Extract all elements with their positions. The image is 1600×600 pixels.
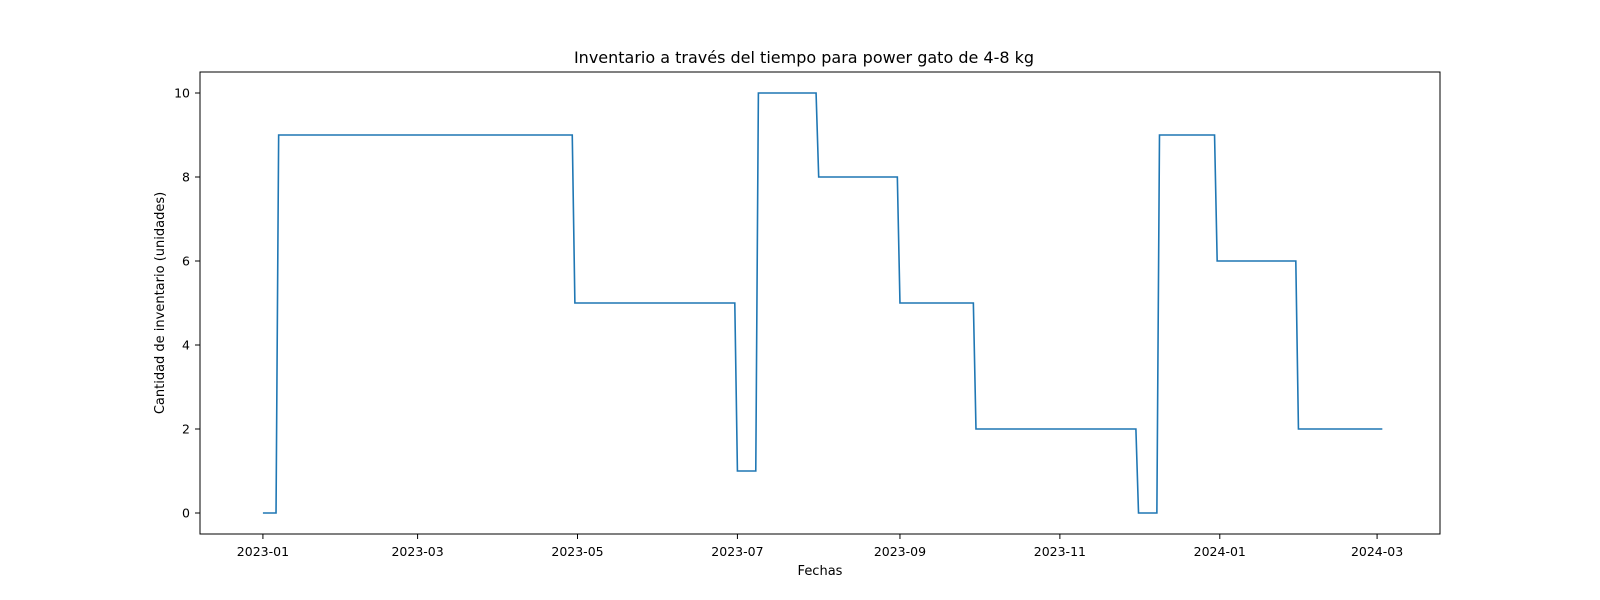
x-tick-label: 2023-07 xyxy=(711,544,763,559)
plot-frame xyxy=(199,71,1441,535)
y-axis-label: Cantidad de inventario (unidades) xyxy=(153,192,168,414)
x-tick-label: 2023-09 xyxy=(874,544,926,559)
y-tick-label: 4 xyxy=(182,338,190,353)
series-line xyxy=(262,92,1383,514)
x-axis-label: Fechas xyxy=(798,564,843,579)
y-axis: 0 2 4 6 8 10 xyxy=(174,86,200,521)
y-tick-label: 0 xyxy=(182,506,190,521)
chart-title: Inventario a través del tiempo para powe… xyxy=(574,48,1034,67)
x-tick-label: 2024-01 xyxy=(1194,544,1246,559)
x-tick-label: 2023-11 xyxy=(1034,544,1086,559)
x-tick-label: 2023-01 xyxy=(237,544,289,559)
x-axis: 2023-01 2023-03 2023-05 2023-07 2023-09 2023-… xyxy=(237,534,1403,559)
y-tick-label: 6 xyxy=(182,254,190,269)
x-tick-label: 2023-03 xyxy=(391,544,443,559)
x-tick-label: 2024-03 xyxy=(1351,544,1403,559)
y-tick-label: 10 xyxy=(174,86,190,101)
y-tick-label: 2 xyxy=(182,422,190,437)
y-tick-label: 8 xyxy=(182,170,190,185)
x-tick-label: 2023-05 xyxy=(551,544,603,559)
